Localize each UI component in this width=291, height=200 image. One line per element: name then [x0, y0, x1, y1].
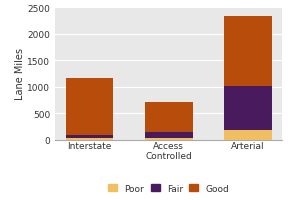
Bar	[145, 138, 193, 140]
Bar	[145, 133, 193, 138]
Bar	[224, 131, 272, 140]
Bar	[145, 103, 193, 133]
Bar	[224, 17, 272, 86]
Y-axis label: Lane Miles: Lane Miles	[15, 48, 25, 100]
Bar	[65, 78, 113, 135]
Bar	[65, 135, 113, 138]
Bar	[65, 138, 113, 140]
Bar	[224, 86, 272, 131]
Legend: Poor, Fair, Good: Poor, Fair, Good	[108, 184, 229, 193]
